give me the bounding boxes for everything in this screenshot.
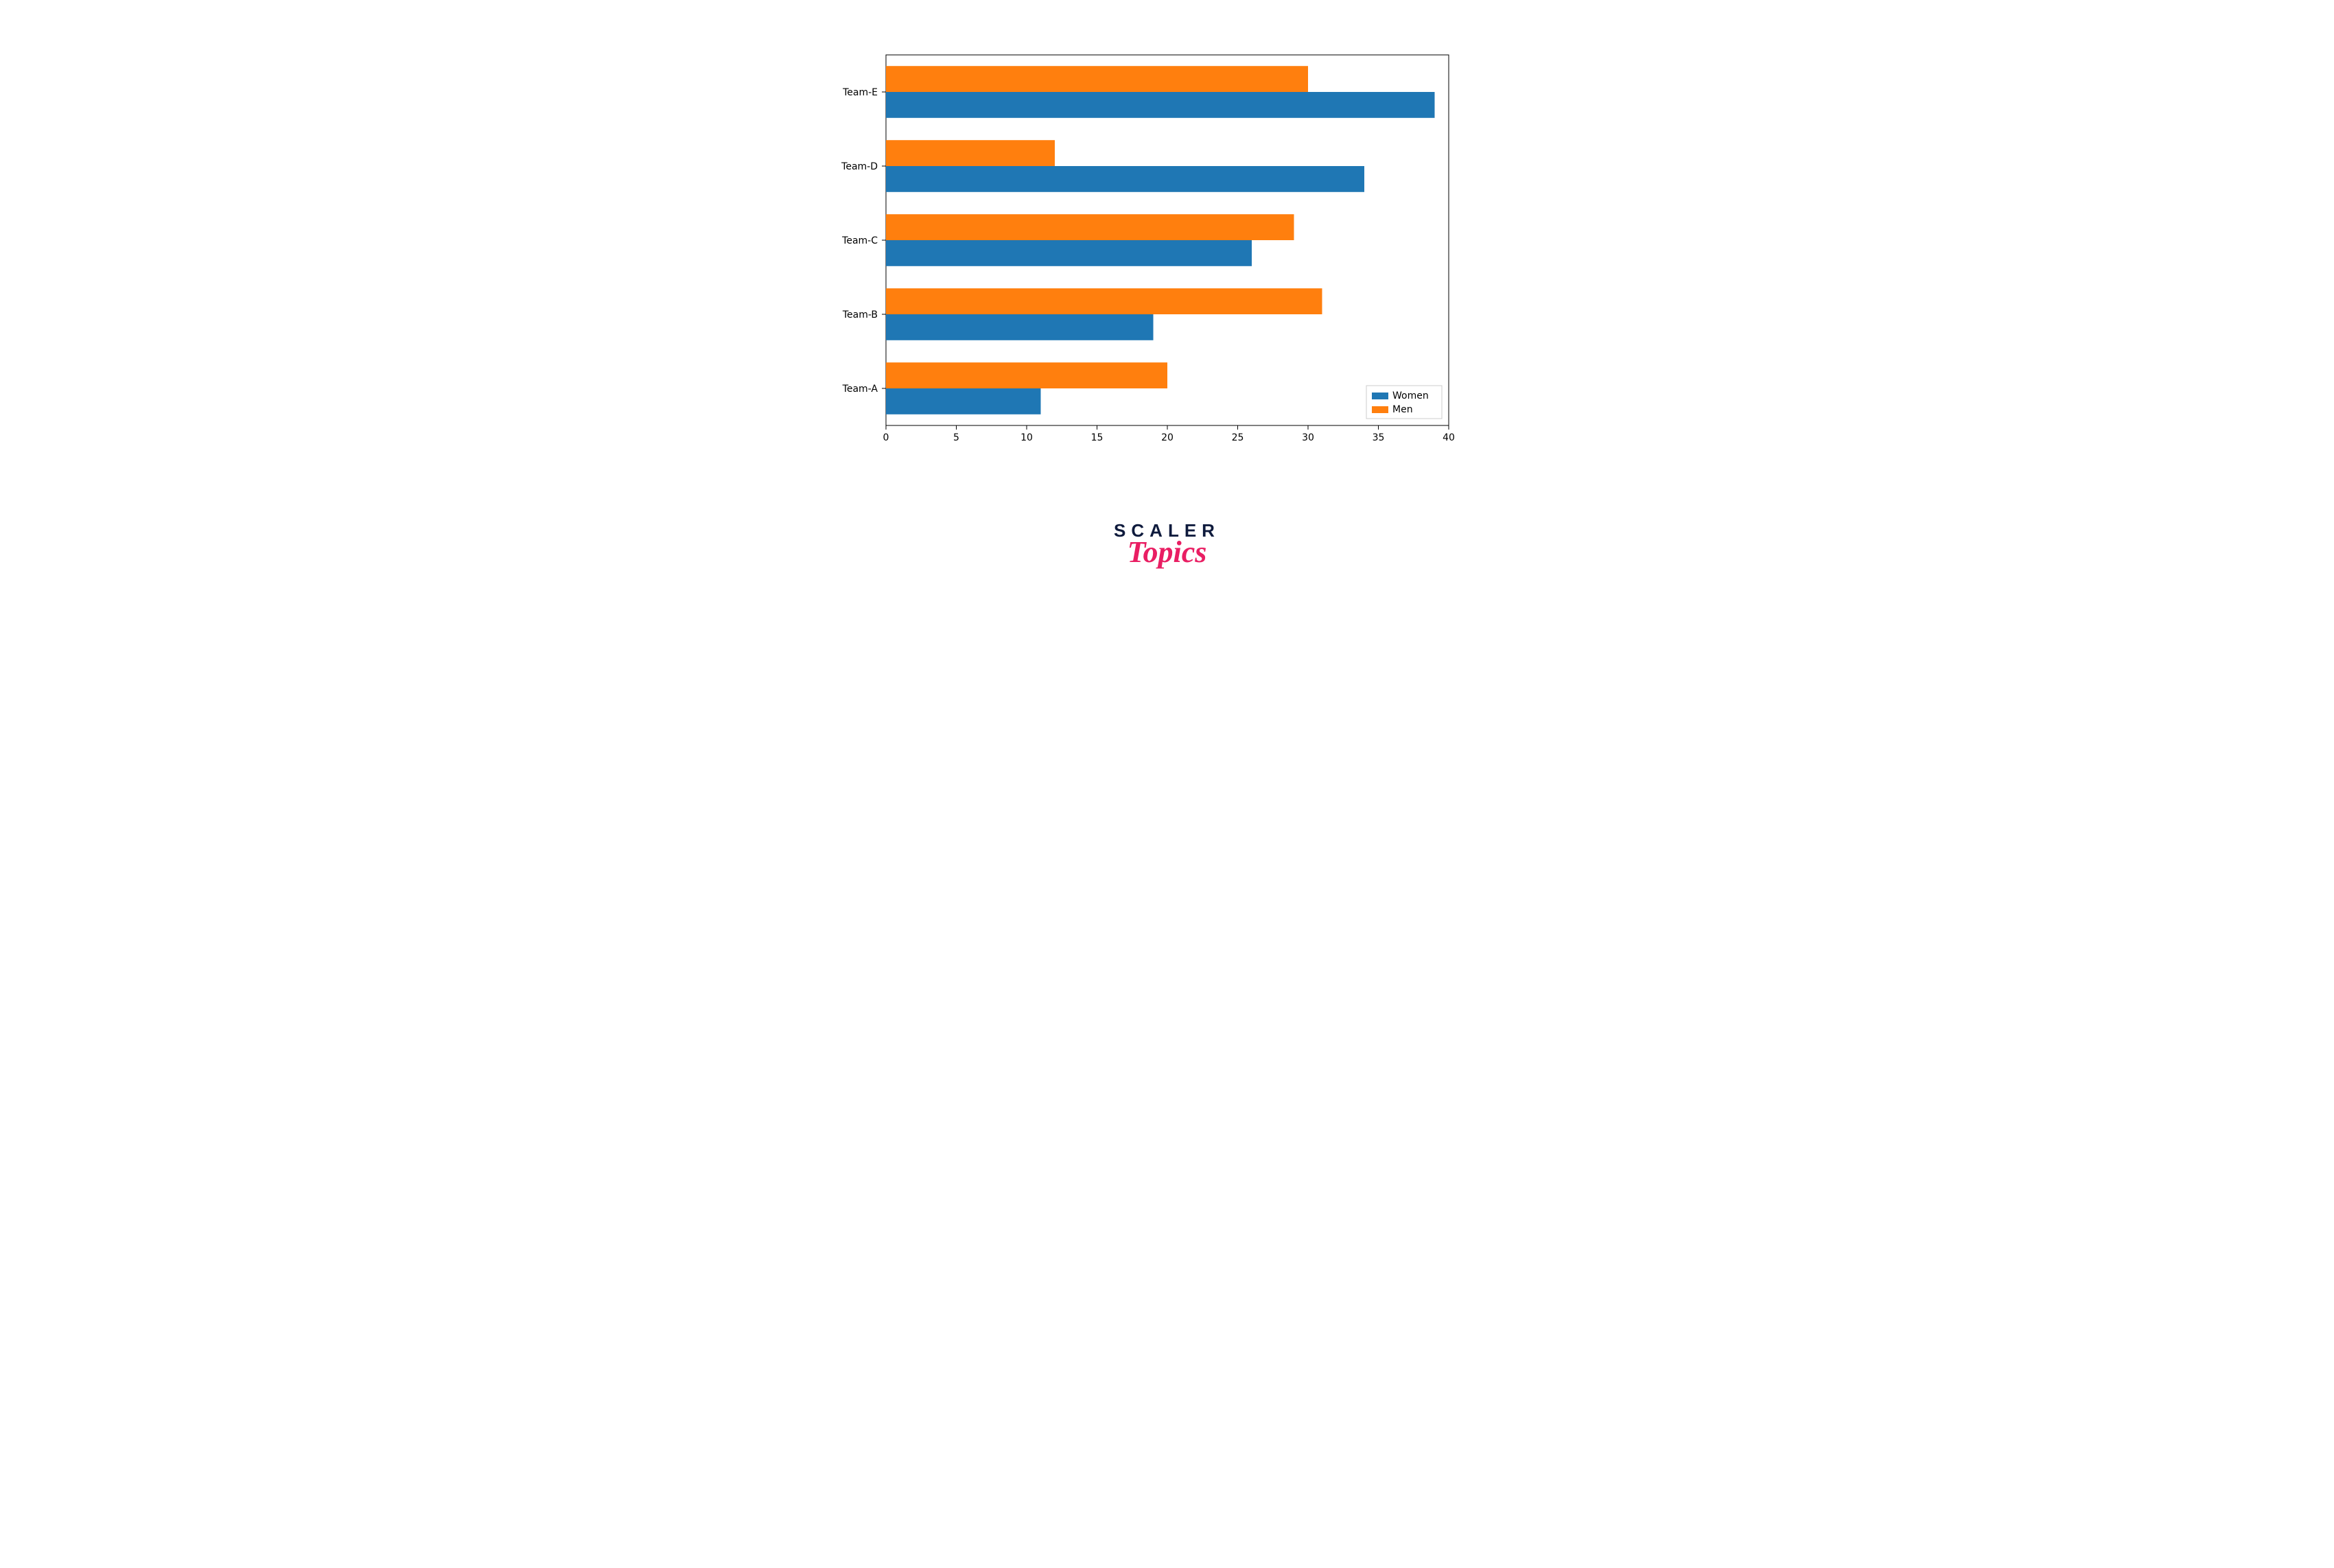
x-tick-label: 15: [1090, 432, 1103, 443]
page-root: 0 5 10 15 20 25 30 35 40 Team-A Team-B Team-C Team-D…: [708, 0, 1627, 618]
legend-swatch: [1372, 393, 1388, 399]
logo-line2: Topics: [1114, 535, 1220, 570]
bar-women: [886, 240, 1252, 266]
x-tick-label: 20: [1161, 432, 1174, 443]
bar-men: [886, 362, 1167, 388]
bar-chart: 0 5 10 15 20 25 30 35 40 Team-A Team-B Team-C Team-D…: [831, 48, 1462, 456]
legend-label: Women: [1392, 390, 1429, 401]
bar-women: [886, 92, 1435, 118]
y-tick-label: Team-A: [841, 384, 878, 395]
bar-men: [886, 214, 1294, 240]
y-tick-label: Team-B: [841, 309, 877, 320]
x-tick-label: 5: [953, 432, 959, 443]
legend-label: Men: [1392, 404, 1413, 415]
x-tick-label: 30: [1302, 432, 1314, 443]
bar-men: [886, 66, 1308, 92]
bar-men: [886, 288, 1322, 314]
bar-women: [886, 166, 1364, 192]
y-tick-label: Team-E: [842, 87, 878, 98]
x-tick-label: 10: [1020, 432, 1033, 443]
y-tick-label: Team-D: [841, 161, 878, 172]
bar-women: [886, 388, 1041, 414]
bar-men: [886, 140, 1055, 166]
legend-swatch: [1372, 406, 1388, 413]
x-tick-label: 35: [1372, 432, 1384, 443]
x-tick-label: 0: [883, 432, 889, 443]
bar-women: [886, 314, 1154, 340]
x-tick-label: 40: [1443, 432, 1455, 443]
x-tick-label: 25: [1231, 432, 1244, 443]
chart-svg: 0 5 10 15 20 25 30 35 40 Team-A Team-B Team-C Team-D…: [831, 48, 1462, 453]
y-tick-label: Team-C: [841, 235, 878, 246]
scaler-topics-logo: SCALER Topics: [1114, 520, 1220, 570]
